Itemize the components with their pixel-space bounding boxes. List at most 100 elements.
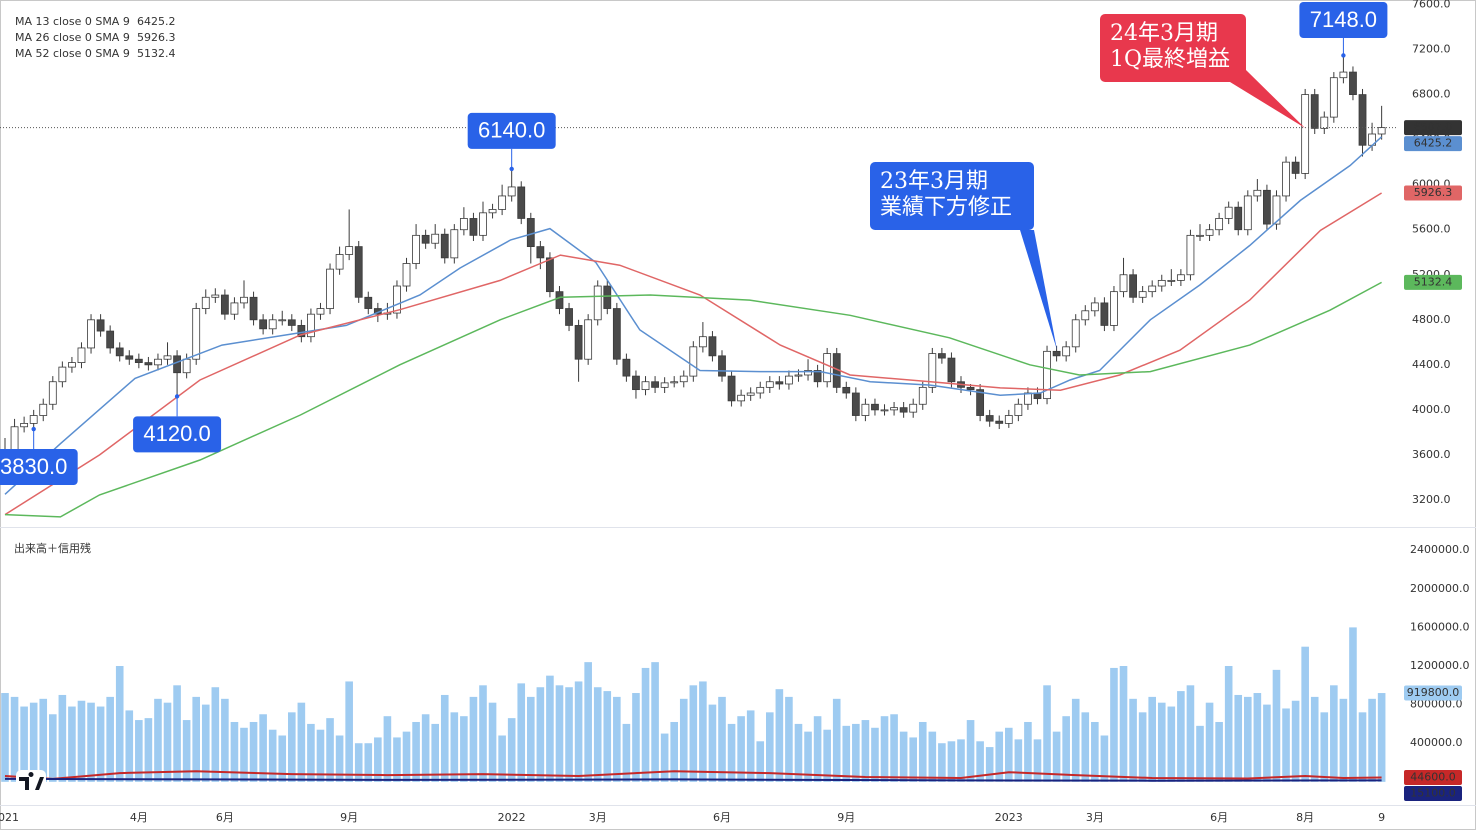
candle-body — [29, 415, 38, 424]
volume-bar — [1301, 646, 1309, 782]
volume-bar — [708, 704, 717, 782]
y-tick-label: 400000.0 — [1410, 736, 1463, 749]
volume-bar — [335, 735, 344, 782]
volume-bar — [29, 702, 38, 782]
candle-body — [1291, 161, 1300, 174]
candle-body — [622, 358, 631, 377]
volume-bar — [1119, 666, 1128, 782]
volume-bar — [1071, 698, 1080, 782]
candle-body — [393, 285, 401, 314]
legend-label: MA 26 close 0 SMA 9 — [15, 31, 130, 44]
volume-bar — [1148, 696, 1156, 782]
volume-bar — [479, 685, 487, 782]
candle-body — [1081, 310, 1090, 321]
volume-bar — [230, 721, 239, 782]
candle-body — [345, 246, 354, 255]
volume-bar — [1377, 693, 1386, 782]
annotation-box — [1299, 2, 1388, 38]
candle-body — [412, 234, 420, 264]
volume-bar — [488, 702, 497, 782]
candle-body — [1119, 274, 1128, 293]
volume-bar — [173, 685, 181, 782]
volume-bar — [785, 696, 793, 782]
x-tick-label: 4月 — [130, 811, 148, 824]
candle-body — [1110, 291, 1118, 326]
callout-pointer — [1230, 70, 1305, 128]
candle-body — [880, 409, 889, 412]
volume-bar — [641, 667, 650, 782]
candle-body — [651, 381, 659, 388]
y-tick-label: 4800.0 — [1412, 313, 1451, 326]
volume-bar — [421, 714, 430, 782]
annotation-label: 6140.0 — [478, 118, 545, 143]
volume-bar — [393, 737, 401, 782]
candle-body — [785, 375, 793, 385]
candle-body — [354, 246, 363, 298]
volume-bar — [211, 687, 220, 782]
candle-body — [507, 186, 516, 197]
annotation-dot — [509, 166, 514, 172]
candle-body — [1024, 392, 1032, 405]
axis-tag — [1404, 685, 1462, 701]
volume-bar — [947, 741, 956, 782]
volume-bar — [632, 693, 640, 782]
candle-body — [1329, 77, 1338, 118]
candle-body — [201, 296, 210, 309]
volume-bar — [1186, 685, 1195, 782]
logo — [16, 770, 46, 796]
candle-body — [1100, 302, 1109, 326]
candle-body — [335, 254, 344, 270]
candle-body — [1138, 291, 1147, 298]
x-tick-label: 3月 — [1086, 811, 1104, 824]
volume-bar — [20, 706, 28, 782]
volume-bar — [498, 735, 506, 782]
candle-body — [937, 353, 946, 359]
volume-bar — [1033, 739, 1042, 782]
axis-tag — [1404, 120, 1462, 136]
volume-bar — [1224, 666, 1233, 782]
candle-body — [1272, 195, 1281, 225]
candle-body — [976, 389, 985, 416]
candle-body — [947, 357, 956, 383]
volume-bar — [58, 694, 67, 782]
volume-bar — [1291, 700, 1300, 782]
candle-body — [220, 294, 229, 315]
volume-bar — [1167, 706, 1176, 782]
volume-bar — [278, 735, 287, 782]
volume-bar — [699, 681, 707, 782]
volume-bar — [507, 718, 516, 782]
volume-bar — [240, 727, 248, 782]
candle-body — [584, 319, 593, 360]
candle-body — [660, 382, 669, 388]
candle-body — [1129, 274, 1137, 298]
candle-body — [966, 386, 975, 391]
candle-body — [746, 392, 755, 396]
candle-body — [287, 319, 296, 326]
volume-bar — [527, 696, 535, 782]
volume-bar — [1253, 693, 1262, 782]
volume-bar — [1014, 739, 1023, 782]
callout-box — [870, 162, 1034, 230]
candle-body — [87, 319, 95, 349]
y-tick-label: 800000.0 — [1410, 698, 1463, 711]
volume-bar — [1263, 704, 1271, 782]
callout-pointer — [1020, 230, 1057, 350]
candle-body — [517, 186, 526, 219]
volume-bar — [622, 723, 631, 782]
candle-body — [708, 336, 717, 357]
candle-body — [20, 423, 29, 428]
volume-bar — [1062, 716, 1070, 782]
candle-body — [68, 362, 76, 368]
y-tick-label: 3200.0 — [1412, 493, 1451, 506]
annotation-dot — [1341, 53, 1346, 58]
volume-bar — [727, 723, 736, 782]
candle-body — [718, 355, 726, 377]
volume-bar — [49, 714, 57, 782]
candle-body — [526, 218, 535, 248]
candle-body — [211, 294, 220, 298]
callout-text: 23年3月期 — [880, 169, 988, 194]
candle-body — [1339, 71, 1348, 79]
volume-bar — [144, 718, 153, 782]
candle-body — [402, 263, 411, 287]
candle-body — [488, 209, 497, 214]
